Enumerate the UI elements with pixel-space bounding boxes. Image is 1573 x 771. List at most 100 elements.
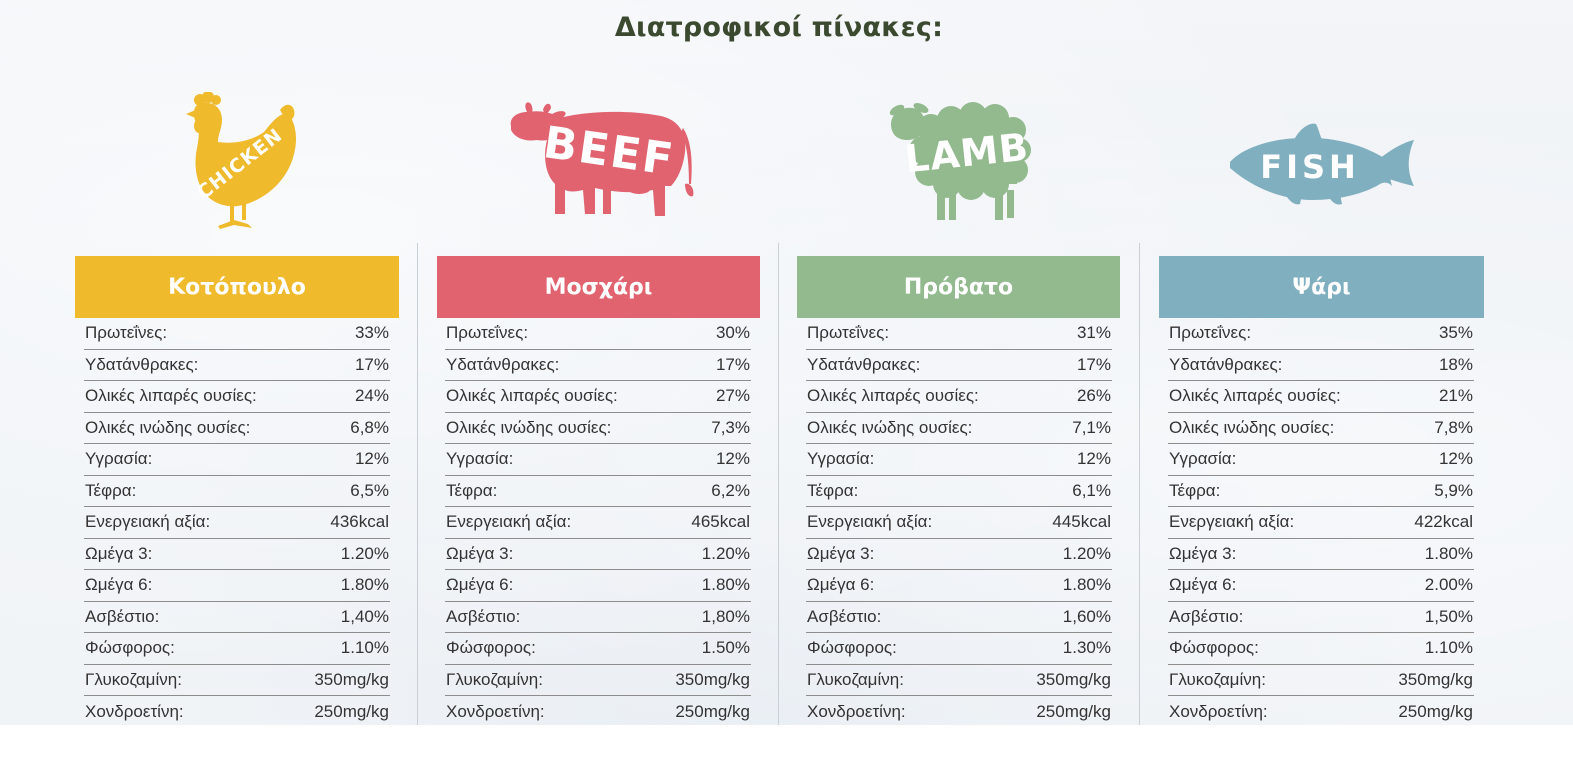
- table-row: Τέφρα: 6,1%: [806, 476, 1112, 507]
- nutrient-value: 436kcal: [330, 512, 389, 532]
- nutrient-label: Τέφρα:: [85, 480, 137, 500]
- table-row: Πρωτεΐνες: 33%: [84, 318, 390, 350]
- table-row: Γλυκοζαμίνη: 350mg/kg: [806, 665, 1112, 696]
- table-row: Ολικές λιπαρές ουσίες: 24%: [84, 381, 390, 413]
- table-row: Ωμέγα 3: 1.80%: [1168, 539, 1474, 570]
- table-row: Τέφρα: 6,5%: [84, 476, 390, 507]
- nutrient-value: 17%: [354, 354, 389, 374]
- nutrient-value: 1,80%: [701, 606, 750, 626]
- nutrient-label: Τέφρα:: [1169, 480, 1221, 500]
- nutrient-label: Χονδροετίνη:: [807, 701, 906, 721]
- nutrient-value: 1.10%: [1424, 638, 1473, 658]
- nutrient-label: Υδατάνθρακες:: [446, 354, 560, 374]
- nutrient-label: Ολικές ινώδης ουσίες:: [446, 417, 612, 437]
- nutrient-label: Υδατάνθρακες:: [1169, 354, 1283, 374]
- nutrient-value: 21%: [1438, 386, 1473, 406]
- product-name: Ψάρι: [1292, 274, 1351, 300]
- nutrient-label: Φώσφορος:: [446, 638, 536, 658]
- nutrient-label: Ασβέστιο:: [1169, 606, 1244, 626]
- nutrient-label: Υδατάνθρακες:: [807, 354, 921, 374]
- nutrient-value: 7,1%: [1072, 417, 1111, 437]
- nutrient-label: Γλυκοζαμίνη:: [446, 669, 543, 689]
- table-row: Χονδροετίνη: 250mg/kg: [84, 696, 390, 728]
- nutrient-value: 6,5%: [350, 480, 389, 500]
- column-divider: [1139, 243, 1140, 725]
- nutrient-value: 7,3%: [711, 417, 750, 437]
- nutrient-label: Ολικές ινώδης ουσίες:: [807, 417, 973, 437]
- nutrient-value: 5,9%: [1434, 480, 1473, 500]
- nutrient-value: 6,2%: [711, 480, 750, 500]
- nutrient-label: Ωμέγα 3:: [446, 543, 514, 563]
- nutrient-label: Τέφρα:: [807, 480, 859, 500]
- nutrient-value: 35%: [1438, 323, 1473, 343]
- nutrient-value: 17%: [715, 354, 750, 374]
- nutrient-label: Ολικές ινώδης ουσίες:: [1169, 417, 1335, 437]
- table-row: Ενεργειακή αξία: 436kcal: [84, 507, 390, 539]
- table-row: Φώσφορος: 1.30%: [806, 633, 1112, 665]
- product-header-beef: Μοσχάρι: [437, 256, 760, 318]
- nutrient-value: 422kcal: [1414, 512, 1473, 532]
- nutrient-label: Ολικές λιπαρές ουσίες:: [446, 386, 618, 406]
- table-row: Ωμέγα 3: 1.20%: [445, 539, 751, 570]
- table-row: Ενεργειακή αξία: 445kcal: [806, 507, 1112, 539]
- nutrient-value: 1.30%: [1062, 638, 1111, 658]
- table-row: Ωμέγα 6: 1.80%: [445, 570, 751, 602]
- nutrient-label: Χονδροετίνη:: [446, 701, 545, 721]
- nutrient-label: Γλυκοζαμίνη:: [85, 669, 182, 689]
- nutrient-value: 1.50%: [701, 638, 750, 658]
- nutrient-label: Ωμέγα 3:: [807, 543, 875, 563]
- column-divider: [417, 243, 418, 725]
- nutrient-value: 250mg/kg: [675, 701, 750, 721]
- table-row: Γλυκοζαμίνη: 350mg/kg: [445, 665, 751, 696]
- nutrient-label: Υγρασία:: [1169, 449, 1237, 469]
- nutrient-value: 12%: [1438, 449, 1473, 469]
- nutrient-label: Πρωτεΐνες:: [807, 323, 890, 343]
- nutrient-label: Χονδροετίνη:: [85, 701, 184, 721]
- nutrient-label: Τέφρα:: [446, 480, 498, 500]
- nutrient-label: Υδατάνθρακες:: [85, 354, 199, 374]
- table-row: Υγρασία: 12%: [1168, 444, 1474, 476]
- nutrient-value: 250mg/kg: [1398, 701, 1473, 721]
- table-row: Γλυκοζαμίνη: 350mg/kg: [1168, 665, 1474, 696]
- table-row: Υγρασία: 12%: [84, 444, 390, 476]
- table-row: Χονδροετίνη: 250mg/kg: [1168, 696, 1474, 728]
- nutrient-value: 250mg/kg: [1036, 701, 1111, 721]
- table-row: Ασβέστιο: 1,40%: [84, 602, 390, 633]
- product-header-lamb: Πρόβατο: [797, 256, 1120, 318]
- column-divider: [778, 243, 779, 725]
- table-row: Υδατάνθρακες: 17%: [84, 350, 390, 381]
- nutrient-value: 1,50%: [1424, 606, 1473, 626]
- nutrient-value: 1.80%: [1424, 543, 1473, 563]
- table-row: Υδατάνθρακες: 17%: [806, 350, 1112, 381]
- nutrient-label: Ωμέγα 6:: [446, 575, 514, 595]
- nutrient-value: 12%: [715, 449, 750, 469]
- nutrient-value: 1,60%: [1062, 606, 1111, 626]
- nutrient-value: 250mg/kg: [314, 701, 389, 721]
- nutrient-value: 350mg/kg: [675, 669, 750, 689]
- page-title: Διατροφικοί πίνακες:: [614, 12, 944, 43]
- nutrient-value: 445kcal: [1052, 512, 1111, 532]
- table-row: Ωμέγα 6: 1.80%: [84, 570, 390, 602]
- table-row: Ασβέστιο: 1,80%: [445, 602, 751, 633]
- table-row: Φώσφορος: 1.50%: [445, 633, 751, 665]
- nutrient-value: 7,8%: [1434, 417, 1473, 437]
- nutrient-value: 17%: [1076, 354, 1111, 374]
- nutrient-label: Πρωτεΐνες:: [1169, 323, 1252, 343]
- nutrient-label: Ασβέστιο:: [85, 606, 160, 626]
- nutrient-label: Ολικές ινώδης ουσίες:: [85, 417, 251, 437]
- nutrient-value: 6,1%: [1072, 480, 1111, 500]
- table-row: Υγρασία: 12%: [806, 444, 1112, 476]
- nutrition-table-lamb: Πρωτεΐνες: 31% Υδατάνθρακες: 17% Ολικές λι…: [806, 318, 1112, 728]
- nutrient-value: 24%: [354, 386, 389, 406]
- nutrient-value: 1.80%: [340, 575, 389, 595]
- sheep-icon: LAMB: [889, 102, 1031, 220]
- nutrient-label: Ωμέγα 3:: [85, 543, 153, 563]
- nutrient-value: 1.10%: [340, 638, 389, 658]
- table-row: Υδατάνθρακες: 17%: [445, 350, 751, 381]
- nutrient-label: Ωμέγα 6:: [85, 575, 153, 595]
- nutrient-value: 1.20%: [1062, 543, 1111, 563]
- table-row: Ολικές ινώδης ουσίες: 6,8%: [84, 413, 390, 444]
- table-row: Πρωτεΐνες: 31%: [806, 318, 1112, 350]
- nutrient-label: Φώσφορος:: [85, 638, 175, 658]
- table-row: Ολικές ινώδης ουσίες: 7,1%: [806, 413, 1112, 444]
